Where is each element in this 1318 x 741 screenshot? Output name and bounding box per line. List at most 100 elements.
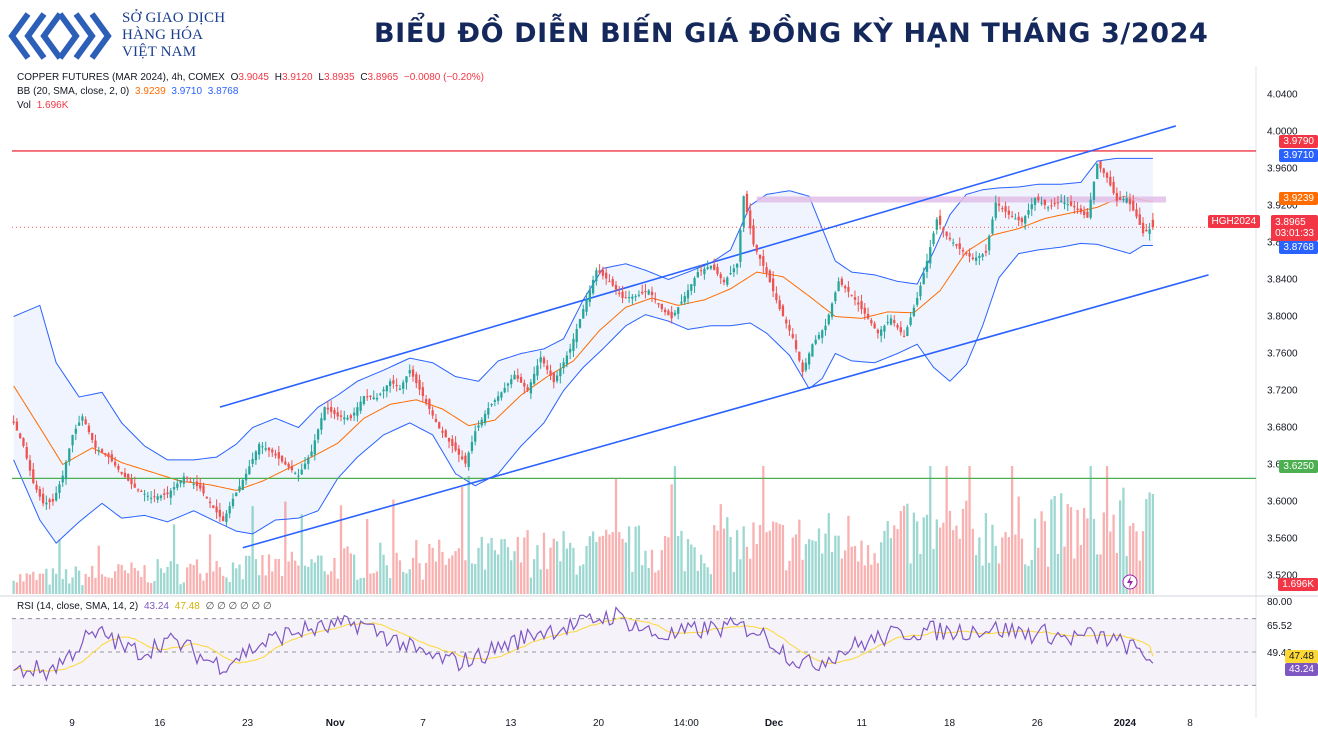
- candle-body: [189, 481, 192, 483]
- candle-body: [696, 272, 699, 278]
- candle-body: [732, 268, 735, 273]
- volume-bar: [752, 522, 755, 594]
- candle-body: [565, 355, 569, 365]
- volume-bar: [415, 540, 418, 594]
- candle-body: [297, 475, 300, 477]
- candle-body: [827, 314, 830, 325]
- candle-body: [601, 269, 605, 276]
- candle-body: [1007, 210, 1010, 215]
- volume-bar: [447, 558, 451, 594]
- candle-body: [61, 475, 64, 483]
- volume-bar: [362, 577, 366, 594]
- candle-body: [336, 412, 339, 417]
- volume-bar: [32, 571, 35, 594]
- candle-body: [585, 299, 588, 312]
- volume-bar: [794, 534, 798, 594]
- candle-body: [1024, 216, 1027, 224]
- volume-bar: [303, 565, 307, 594]
- volume-bar: [791, 537, 794, 594]
- volume-bar: [287, 561, 290, 594]
- candle-body: [195, 481, 199, 487]
- volume-bar: [38, 573, 41, 594]
- volume-bar: [690, 544, 693, 594]
- candle-body: [346, 417, 349, 420]
- volume-bar: [1060, 493, 1063, 594]
- candle-body: [919, 285, 922, 297]
- candle-body: [824, 325, 827, 331]
- volume-bar: [35, 580, 38, 594]
- volume-bar: [739, 559, 742, 594]
- volume-bar: [1033, 518, 1037, 594]
- candle-body: [526, 387, 529, 391]
- candle-body: [916, 298, 919, 305]
- volume-bar: [411, 557, 415, 594]
- volume-bar: [847, 515, 850, 594]
- volume-bar: [127, 573, 130, 594]
- volume-bar: [402, 571, 405, 594]
- volume-bar: [130, 562, 133, 594]
- candle-body: [117, 465, 120, 470]
- candle-body: [1086, 211, 1089, 218]
- candle-body: [870, 320, 873, 324]
- candle-body: [385, 385, 388, 392]
- candle-body: [549, 370, 552, 376]
- volume-bar: [192, 565, 195, 594]
- candle-body: [74, 428, 77, 434]
- legend-open: 3.9045: [238, 72, 269, 83]
- candle-body: [850, 295, 853, 297]
- candle-body: [781, 305, 785, 317]
- volume-bar: [51, 568, 55, 594]
- candle-body: [883, 325, 886, 332]
- volume-bar: [801, 559, 804, 594]
- volume-bar: [244, 555, 248, 594]
- candle-body: [172, 487, 176, 490]
- volume-bar: [159, 568, 163, 594]
- volume-bar: [339, 505, 343, 594]
- volume-bar: [896, 529, 899, 594]
- candle-body: [997, 203, 1001, 206]
- volume-bar: [271, 571, 274, 594]
- candle-body: [477, 425, 480, 428]
- candle-body: [1017, 216, 1020, 221]
- candle-body: [104, 453, 107, 455]
- volume-bar: [369, 573, 372, 594]
- candle-body: [1115, 192, 1119, 201]
- legend-rsi-empty: ∅ ∅ ∅ ∅ ∅ ∅: [205, 601, 272, 612]
- candle-body: [654, 298, 657, 300]
- price-chart[interactable]: 4.04004.00003.96003.92003.88003.84003.80…: [0, 66, 1318, 741]
- volume-bar: [153, 581, 156, 594]
- volume-bar: [176, 563, 179, 594]
- volume-bar: [778, 523, 781, 594]
- volume-bar: [853, 545, 857, 594]
- candle-body: [483, 413, 487, 424]
- volume-bar: [624, 542, 627, 594]
- volume-bar: [323, 571, 326, 594]
- candle-body: [251, 458, 254, 464]
- candle-body: [97, 450, 100, 452]
- volume-bar: [546, 569, 549, 594]
- volume-bar: [274, 558, 277, 594]
- candle-body: [660, 303, 663, 310]
- volume-bar: [1001, 537, 1004, 594]
- bollinger-fill: [13, 158, 1153, 544]
- candle-body: [686, 290, 690, 299]
- candle-body: [598, 270, 601, 274]
- legend-symbol: COPPER FUTURES (MAR 2024), 4h, COMEX: [17, 72, 225, 83]
- candle-body: [460, 456, 464, 460]
- volume-bar: [516, 536, 519, 594]
- volume-bar: [886, 521, 889, 594]
- candle-body: [28, 460, 32, 471]
- candle-body: [228, 506, 231, 514]
- volume-bar: [866, 545, 870, 594]
- candle-body: [906, 327, 909, 337]
- price-tick-label: 3.5200: [1267, 571, 1298, 582]
- candle-body: [156, 496, 159, 500]
- volume-bar: [1138, 560, 1141, 594]
- candle-body: [804, 362, 808, 371]
- candle-body: [519, 377, 523, 383]
- candle-body: [762, 256, 765, 266]
- volume-bar: [163, 572, 166, 594]
- candle-body: [1125, 198, 1128, 203]
- chart-panel[interactable]: 4.04004.00003.96003.92003.88003.84003.80…: [0, 66, 1318, 741]
- volume-bar: [140, 576, 143, 594]
